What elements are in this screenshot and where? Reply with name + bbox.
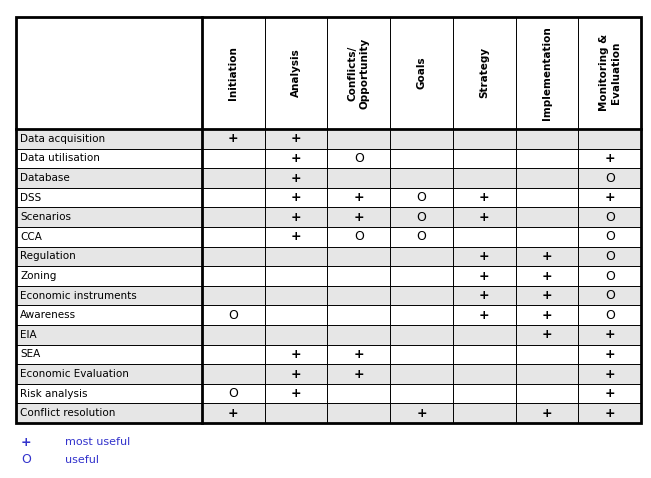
Bar — [16, 227, 641, 247]
Text: Goals: Goals — [417, 56, 426, 89]
Text: Initiation: Initiation — [229, 46, 238, 100]
Text: O: O — [605, 270, 615, 282]
Bar — [16, 345, 641, 364]
Text: +: + — [228, 407, 238, 420]
Text: O: O — [605, 250, 615, 263]
Text: +: + — [542, 328, 553, 341]
Bar — [16, 188, 641, 207]
Text: +: + — [479, 211, 490, 224]
Text: Regulation: Regulation — [20, 251, 76, 261]
Text: +: + — [542, 407, 553, 420]
Text: O: O — [605, 211, 615, 224]
Text: +: + — [479, 191, 490, 204]
Text: O: O — [353, 152, 364, 165]
Text: Economic Evaluation: Economic Evaluation — [20, 369, 129, 379]
Text: O: O — [605, 172, 615, 185]
Text: +: + — [21, 435, 31, 449]
Bar — [16, 364, 641, 384]
Text: Monitoring &
Evaluation: Monitoring & Evaluation — [599, 34, 620, 111]
Text: +: + — [479, 289, 490, 302]
Text: +: + — [290, 230, 301, 243]
Text: +: + — [290, 191, 301, 204]
Text: +: + — [290, 132, 301, 145]
Bar — [16, 149, 641, 168]
Text: Data utilisation: Data utilisation — [20, 153, 100, 163]
Text: +: + — [605, 348, 615, 361]
Text: Conflict resolution: Conflict resolution — [20, 408, 116, 418]
Text: +: + — [290, 387, 301, 400]
Bar — [16, 266, 641, 286]
Text: DSS: DSS — [20, 193, 42, 203]
Text: +: + — [542, 289, 553, 302]
Text: +: + — [353, 191, 364, 204]
Bar — [16, 247, 641, 266]
Text: +: + — [479, 250, 490, 263]
Text: +: + — [542, 309, 553, 322]
Text: O: O — [605, 230, 615, 243]
Text: Strategy: Strategy — [479, 47, 490, 98]
Text: EIA: EIA — [20, 330, 37, 340]
Bar — [16, 305, 641, 325]
Text: +: + — [479, 270, 490, 282]
Text: O: O — [229, 309, 238, 322]
Text: +: + — [290, 211, 301, 224]
Text: Risk analysis: Risk analysis — [20, 389, 88, 399]
Text: +: + — [290, 368, 301, 380]
Bar — [16, 286, 641, 305]
Bar — [16, 129, 641, 149]
Text: O: O — [417, 230, 426, 243]
Text: O: O — [21, 453, 31, 467]
Text: +: + — [290, 348, 301, 361]
Text: most useful: most useful — [65, 437, 130, 447]
Text: +: + — [605, 368, 615, 380]
Text: +: + — [605, 152, 615, 165]
Text: Zoning: Zoning — [20, 271, 57, 281]
Bar — [16, 17, 641, 423]
Text: useful: useful — [65, 455, 99, 465]
Text: +: + — [542, 250, 553, 263]
Text: O: O — [353, 230, 364, 243]
Text: +: + — [353, 211, 364, 224]
Text: Awareness: Awareness — [20, 310, 76, 320]
Text: +: + — [228, 132, 238, 145]
Text: +: + — [605, 387, 615, 400]
Text: O: O — [605, 309, 615, 322]
Bar — [16, 168, 641, 188]
Text: O: O — [417, 191, 426, 204]
Text: +: + — [479, 309, 490, 322]
Text: Analysis: Analysis — [291, 49, 301, 97]
Text: SEA: SEA — [20, 349, 40, 359]
Text: Database: Database — [20, 173, 70, 183]
Text: CCA: CCA — [20, 232, 42, 242]
Bar — [16, 207, 641, 227]
Text: +: + — [353, 348, 364, 361]
Text: O: O — [229, 387, 238, 400]
Text: Scenarios: Scenarios — [20, 212, 71, 222]
Text: +: + — [416, 407, 427, 420]
Text: +: + — [605, 328, 615, 341]
Text: +: + — [605, 407, 615, 420]
Text: +: + — [542, 270, 553, 282]
Text: +: + — [353, 368, 364, 380]
Bar — [16, 403, 641, 423]
Text: Conflicts/
Opportunity: Conflicts/ Opportunity — [348, 37, 370, 109]
Text: Implementation: Implementation — [542, 26, 552, 120]
Text: +: + — [290, 152, 301, 165]
Text: O: O — [605, 289, 615, 302]
Text: Data acquisition: Data acquisition — [20, 134, 105, 144]
Bar — [16, 325, 641, 345]
Text: Economic instruments: Economic instruments — [20, 291, 137, 301]
Text: O: O — [417, 211, 426, 224]
Text: +: + — [290, 172, 301, 185]
Bar — [16, 384, 641, 403]
Text: +: + — [605, 191, 615, 204]
